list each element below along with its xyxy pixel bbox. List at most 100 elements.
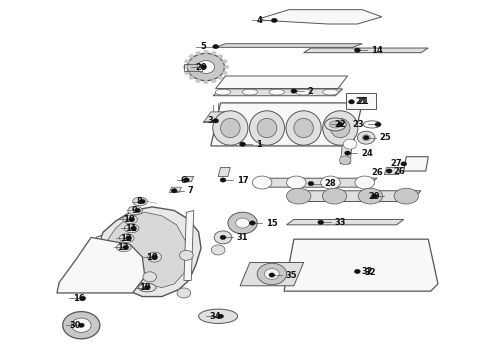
Ellipse shape (185, 59, 190, 63)
Ellipse shape (330, 121, 341, 128)
Text: 6: 6 (180, 176, 186, 185)
Ellipse shape (363, 121, 381, 128)
Polygon shape (218, 167, 230, 176)
Ellipse shape (236, 218, 249, 228)
Ellipse shape (354, 48, 360, 52)
Ellipse shape (401, 162, 407, 166)
Text: 21: 21 (357, 97, 369, 106)
Polygon shape (404, 157, 428, 171)
Ellipse shape (363, 135, 369, 140)
Ellipse shape (362, 135, 370, 140)
Ellipse shape (189, 76, 194, 80)
Ellipse shape (123, 215, 138, 224)
Ellipse shape (198, 309, 238, 323)
Ellipse shape (78, 323, 84, 327)
Text: 7: 7 (188, 186, 194, 195)
Polygon shape (304, 48, 428, 53)
Ellipse shape (343, 139, 357, 149)
Ellipse shape (331, 118, 350, 138)
Polygon shape (203, 112, 225, 123)
Text: 35: 35 (286, 270, 297, 279)
Ellipse shape (287, 176, 306, 189)
Ellipse shape (177, 288, 191, 298)
Ellipse shape (215, 89, 231, 95)
Text: 5: 5 (200, 42, 206, 51)
Polygon shape (255, 178, 377, 187)
Ellipse shape (240, 142, 245, 146)
Ellipse shape (358, 188, 383, 204)
Ellipse shape (220, 235, 226, 239)
Text: 14: 14 (371, 46, 383, 55)
Text: 23: 23 (353, 120, 364, 129)
Polygon shape (216, 44, 362, 47)
Text: 24: 24 (361, 149, 373, 158)
Ellipse shape (321, 176, 340, 189)
Ellipse shape (287, 188, 311, 204)
Ellipse shape (348, 100, 354, 104)
Text: 18: 18 (147, 253, 158, 262)
Text: 27: 27 (391, 159, 402, 168)
Ellipse shape (249, 221, 255, 225)
Ellipse shape (337, 122, 343, 127)
FancyBboxPatch shape (346, 93, 376, 109)
Ellipse shape (344, 151, 350, 155)
Ellipse shape (308, 181, 314, 186)
Ellipse shape (249, 111, 285, 145)
Ellipse shape (140, 199, 146, 204)
Ellipse shape (394, 188, 418, 204)
Ellipse shape (80, 296, 86, 301)
Polygon shape (211, 103, 362, 146)
Ellipse shape (131, 226, 137, 230)
Ellipse shape (128, 206, 143, 215)
Ellipse shape (222, 71, 227, 75)
Text: 9: 9 (132, 206, 137, 215)
Text: 15: 15 (266, 219, 278, 228)
Text: 22: 22 (334, 120, 346, 129)
Text: 21: 21 (355, 97, 367, 106)
Ellipse shape (203, 80, 208, 84)
Ellipse shape (143, 272, 157, 282)
Polygon shape (57, 237, 145, 293)
Polygon shape (96, 235, 108, 266)
Ellipse shape (271, 18, 277, 23)
Ellipse shape (126, 236, 132, 240)
Ellipse shape (291, 89, 297, 93)
Ellipse shape (257, 118, 277, 138)
Ellipse shape (222, 59, 227, 63)
Ellipse shape (135, 208, 141, 213)
Polygon shape (284, 239, 438, 291)
Polygon shape (289, 191, 421, 202)
Ellipse shape (242, 89, 258, 95)
Ellipse shape (354, 269, 360, 274)
Text: 32: 32 (365, 268, 376, 277)
Ellipse shape (355, 176, 374, 189)
Ellipse shape (213, 119, 219, 123)
Polygon shape (96, 207, 201, 297)
Ellipse shape (323, 89, 338, 95)
Ellipse shape (323, 111, 358, 145)
Ellipse shape (322, 188, 347, 204)
Ellipse shape (124, 224, 139, 233)
Ellipse shape (211, 51, 216, 55)
Ellipse shape (296, 89, 312, 95)
Ellipse shape (318, 220, 324, 225)
Ellipse shape (148, 252, 161, 262)
Polygon shape (108, 212, 189, 288)
Text: 19: 19 (139, 283, 150, 292)
Ellipse shape (129, 217, 135, 222)
Ellipse shape (224, 65, 229, 69)
Polygon shape (340, 140, 352, 164)
Ellipse shape (218, 55, 223, 58)
Text: 3: 3 (207, 116, 213, 125)
Text: 32: 32 (361, 267, 373, 276)
Text: 17: 17 (237, 176, 248, 185)
Polygon shape (240, 262, 304, 286)
Text: 31: 31 (237, 233, 248, 242)
Text: 25: 25 (380, 133, 392, 142)
Ellipse shape (228, 212, 257, 234)
Ellipse shape (120, 234, 134, 242)
Ellipse shape (123, 245, 129, 249)
Ellipse shape (269, 89, 285, 95)
Ellipse shape (211, 79, 216, 83)
Ellipse shape (200, 65, 206, 69)
